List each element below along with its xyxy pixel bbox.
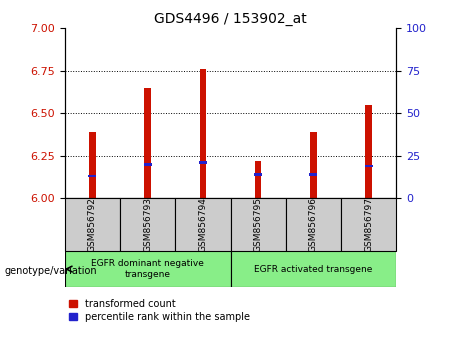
FancyBboxPatch shape [120, 198, 175, 251]
Bar [89, 132, 95, 198]
FancyBboxPatch shape [65, 251, 230, 287]
Text: EGFR dominant negative
transgene: EGFR dominant negative transgene [91, 259, 204, 279]
Text: GSM856794: GSM856794 [198, 197, 207, 252]
Bar [365, 165, 373, 167]
Bar [143, 163, 152, 166]
FancyBboxPatch shape [341, 198, 396, 251]
FancyBboxPatch shape [286, 198, 341, 251]
Text: GSM856796: GSM856796 [309, 197, 318, 252]
Text: genotype/variation: genotype/variation [5, 266, 97, 276]
FancyBboxPatch shape [65, 198, 120, 251]
Bar [255, 161, 261, 198]
Bar [254, 173, 262, 176]
Bar [309, 173, 318, 176]
Bar [144, 88, 151, 198]
Text: EGFR activated transgene: EGFR activated transgene [254, 264, 372, 274]
FancyBboxPatch shape [230, 251, 396, 287]
Title: GDS4496 / 153902_at: GDS4496 / 153902_at [154, 12, 307, 26]
Legend: transformed count, percentile rank within the sample: transformed count, percentile rank withi… [70, 299, 250, 321]
Text: GSM856795: GSM856795 [254, 197, 263, 252]
Bar [88, 175, 96, 177]
Bar [310, 132, 317, 198]
Text: GSM856797: GSM856797 [364, 197, 373, 252]
Bar [199, 161, 207, 164]
Text: GSM856793: GSM856793 [143, 197, 152, 252]
FancyBboxPatch shape [175, 198, 230, 251]
Text: GSM856792: GSM856792 [88, 197, 97, 252]
Bar [200, 69, 206, 198]
FancyBboxPatch shape [230, 198, 286, 251]
Bar [366, 105, 372, 198]
